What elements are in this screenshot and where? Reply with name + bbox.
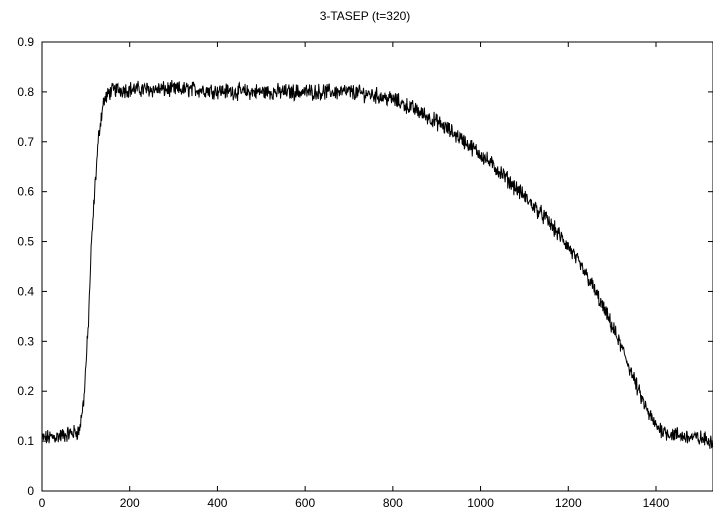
y-tick-label: 0.5 [17, 235, 34, 249]
y-tick-label: 0.4 [17, 284, 34, 298]
y-tick-label: 0.6 [17, 185, 34, 199]
x-axis: 0 200 400 600 800 1000 1200 1400 [39, 42, 670, 510]
y-tick-label: 0.7 [17, 135, 34, 149]
x-tick-label: 800 [383, 496, 403, 510]
y-tick-label: 0.9 [17, 35, 34, 49]
series-line-0 [41, 79, 713, 449]
plot-frame [41, 41, 713, 492]
y-axis: 0 0.1 0.2 0.3 0.4 0.5 0.6 0.7 0.8 0.9 [17, 35, 713, 498]
y-tick-label: 0.1 [17, 434, 34, 448]
x-tick-label: 1000 [467, 496, 494, 510]
x-tick-label: 1200 [555, 496, 582, 510]
x-tick-label: 200 [120, 496, 140, 510]
y-tick-label: 0 [27, 484, 34, 498]
x-tick-label: 1400 [643, 496, 670, 510]
y-tick-label: 0.3 [17, 334, 34, 348]
y-tick-label: 0.2 [17, 384, 34, 398]
x-tick-label: 0 [39, 496, 46, 510]
x-tick-label: 600 [295, 496, 315, 510]
y-tick-label: 0.8 [17, 85, 34, 99]
series-group [41, 79, 713, 449]
chart-title: 3-TASEP (t=320) [320, 9, 411, 23]
x-tick-label: 400 [207, 496, 227, 510]
